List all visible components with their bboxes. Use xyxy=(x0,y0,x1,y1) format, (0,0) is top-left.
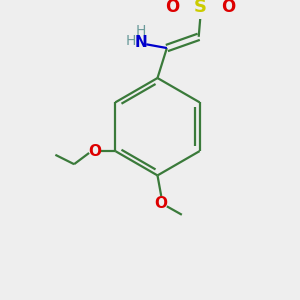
Text: H: H xyxy=(135,24,146,38)
Text: O: O xyxy=(222,0,236,16)
Text: N: N xyxy=(134,35,147,50)
Text: O: O xyxy=(165,0,180,16)
Text: O: O xyxy=(155,196,168,211)
Text: H: H xyxy=(126,34,136,49)
Text: S: S xyxy=(194,0,207,16)
Text: O: O xyxy=(88,144,101,159)
